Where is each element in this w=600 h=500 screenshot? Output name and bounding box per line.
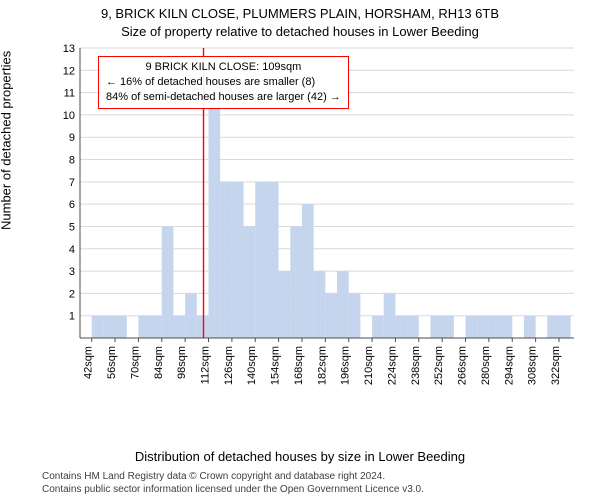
svg-text:280sqm: 280sqm <box>480 346 492 385</box>
svg-text:140sqm: 140sqm <box>246 346 258 385</box>
svg-text:70sqm: 70sqm <box>129 346 141 379</box>
chart-title-main: 9, BRICK KILN CLOSE, PLUMMERS PLAIN, HOR… <box>0 6 600 21</box>
svg-text:11: 11 <box>64 88 75 100</box>
svg-text:84sqm: 84sqm <box>153 346 165 379</box>
svg-text:182sqm: 182sqm <box>316 346 328 385</box>
svg-text:238sqm: 238sqm <box>410 346 422 385</box>
svg-text:168sqm: 168sqm <box>293 346 305 385</box>
svg-text:2: 2 <box>69 288 75 300</box>
svg-text:6: 6 <box>69 199 75 211</box>
attribution: Contains HM Land Registry data © Crown c… <box>42 471 424 496</box>
attribution-line2: Contains public sector information licen… <box>42 484 424 497</box>
chart-title-sub: Size of property relative to detached ho… <box>0 24 600 39</box>
svg-text:224sqm: 224sqm <box>386 346 398 385</box>
svg-text:10: 10 <box>63 110 75 122</box>
svg-text:8: 8 <box>69 155 75 167</box>
svg-text:196sqm: 196sqm <box>340 346 352 385</box>
annotation-box: 9 BRICK KILN CLOSE: 109sqm ← 16% of deta… <box>98 56 349 109</box>
svg-text:9: 9 <box>69 132 75 144</box>
svg-text:252sqm: 252sqm <box>433 346 445 385</box>
svg-text:7: 7 <box>69 177 75 189</box>
annotation-line2: ← 16% of detached houses are smaller (8) <box>106 75 341 90</box>
svg-text:294sqm: 294sqm <box>503 346 515 385</box>
attribution-line1: Contains HM Land Registry data © Crown c… <box>42 471 424 484</box>
annotation-line1: 9 BRICK KILN CLOSE: 109sqm <box>106 60 341 75</box>
svg-text:154sqm: 154sqm <box>270 346 282 385</box>
svg-text:308sqm: 308sqm <box>527 346 539 385</box>
svg-text:112sqm: 112sqm <box>200 346 212 384</box>
svg-text:56sqm: 56sqm <box>106 346 118 379</box>
svg-text:322sqm: 322sqm <box>550 346 562 385</box>
svg-text:4: 4 <box>69 244 75 256</box>
svg-text:126sqm: 126sqm <box>223 346 235 385</box>
svg-text:210sqm: 210sqm <box>363 346 375 385</box>
svg-text:42sqm: 42sqm <box>83 346 95 379</box>
plot-area: 1234567891011121342sqm56sqm70sqm84sqm98s… <box>58 44 578 394</box>
svg-text:1: 1 <box>69 311 75 323</box>
chart-container: 9, BRICK KILN CLOSE, PLUMMERS PLAIN, HOR… <box>0 0 600 500</box>
svg-text:5: 5 <box>69 221 75 233</box>
svg-text:266sqm: 266sqm <box>457 346 469 385</box>
svg-text:3: 3 <box>69 266 75 278</box>
svg-text:98sqm: 98sqm <box>176 346 188 379</box>
svg-text:13: 13 <box>63 44 75 55</box>
annotation-line3: 84% of semi-detached houses are larger (… <box>106 90 341 105</box>
x-axis-label: Distribution of detached houses by size … <box>0 449 600 464</box>
y-axis-label: Number of detached properties <box>0 51 14 230</box>
svg-text:12: 12 <box>63 65 75 77</box>
